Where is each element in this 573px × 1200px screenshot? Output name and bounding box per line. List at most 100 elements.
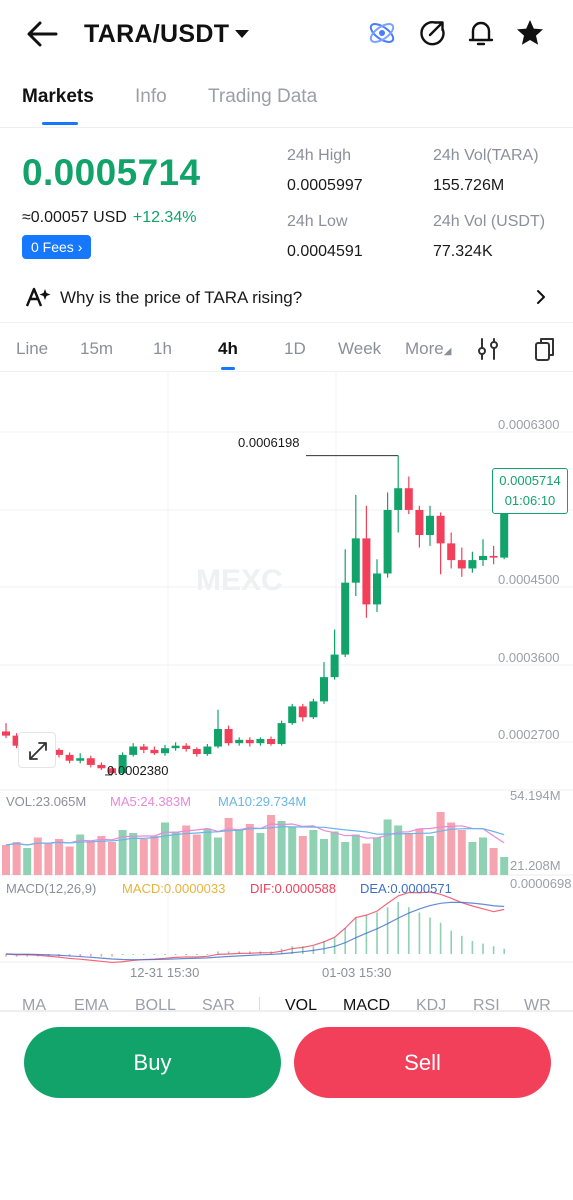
macd-histogram-bar xyxy=(291,946,293,954)
candle-body xyxy=(55,749,63,755)
volume-bar xyxy=(203,828,212,875)
volume-bar xyxy=(192,834,201,875)
landscape-toggle-icon[interactable] xyxy=(532,336,558,362)
y-axis-label: 0.0002700 xyxy=(498,727,560,742)
caret-down-icon[interactable] xyxy=(233,26,251,42)
candle-body xyxy=(182,745,191,750)
macd-histogram-bar xyxy=(365,915,368,954)
macd-histogram-bar xyxy=(206,954,209,955)
volume-bar xyxy=(468,842,477,875)
candle-body xyxy=(118,754,127,774)
vol-ma10-label: MA10:29.734M xyxy=(218,794,307,809)
vol-usdt-label: 24h Vol (USDT) xyxy=(433,213,546,230)
high-marker-label: 0.0006198 xyxy=(238,435,300,450)
expand-chart-button[interactable] xyxy=(18,732,56,768)
sell-button[interactable]: Sell xyxy=(294,1027,551,1098)
star-icon[interactable] xyxy=(514,17,546,49)
macd-histogram-bar xyxy=(68,954,71,957)
indicator-settings-icon[interactable] xyxy=(475,336,501,362)
candlestick-chart-svg: MEXC xyxy=(0,372,573,964)
y-axis-label: 0.0003600 xyxy=(498,650,560,665)
approx-usd-value: ≈0.00057 USD xyxy=(22,209,127,226)
volume-bar xyxy=(277,821,286,875)
macd-histogram-bar xyxy=(196,954,198,955)
volume-bar xyxy=(309,830,318,875)
candle-body xyxy=(2,731,10,736)
volume-bar xyxy=(351,834,360,875)
indicator-sar[interactable]: SAR xyxy=(202,997,235,1012)
indicator-ema[interactable]: EMA xyxy=(74,997,109,1012)
interval-more[interactable]: More◢ xyxy=(405,339,451,359)
volume-bar xyxy=(415,828,424,875)
indicator-rsi[interactable]: RSI xyxy=(473,997,500,1012)
price-chart[interactable]: MEXC 0.0006300 0.0004500 0.0003600 0.000… xyxy=(0,372,573,990)
candle-body xyxy=(394,488,403,510)
interval-4h[interactable]: 4h xyxy=(218,339,238,358)
indicator-ma[interactable]: MA xyxy=(22,997,46,1012)
y-axis-label: 0.0006300 xyxy=(498,417,560,432)
candle-body xyxy=(404,488,413,510)
volume-bar xyxy=(457,830,466,875)
candle-body xyxy=(150,749,159,754)
macd-histogram-bar xyxy=(471,941,474,954)
share-icon[interactable] xyxy=(416,17,448,49)
volume-bar xyxy=(373,837,381,875)
volume-bar xyxy=(426,836,434,875)
interval-line[interactable]: Line xyxy=(16,339,49,358)
y-axis-label: 0.0004500 xyxy=(498,572,560,587)
macd-histogram-bar xyxy=(227,951,230,954)
why-rising-row[interactable]: Why is the price of TARA rising? xyxy=(0,274,573,320)
candle-body xyxy=(383,509,392,574)
candle-body xyxy=(330,654,339,678)
tab-info[interactable]: Info xyxy=(135,86,167,107)
macd-histogram-bar xyxy=(429,917,431,954)
pair-title[interactable]: TARA/USDT xyxy=(84,20,230,48)
volume-bar xyxy=(500,857,509,875)
macd-histogram-bar xyxy=(185,954,187,955)
volume-bar xyxy=(298,836,307,875)
volume-bar xyxy=(44,843,53,875)
macd-dif-line xyxy=(5,891,505,964)
interval-1d[interactable]: 1D xyxy=(284,339,306,358)
macd-histogram-bar xyxy=(408,907,410,954)
macd-histogram-bar xyxy=(5,954,7,957)
macd-histogram-bar xyxy=(323,941,325,954)
macd-histogram-bar xyxy=(217,951,219,954)
macd-value-label: MACD:0.0000033 xyxy=(122,881,226,896)
tab-active-indicator xyxy=(42,122,78,125)
macd-histogram-bar xyxy=(100,954,103,957)
bell-icon[interactable] xyxy=(465,17,497,49)
ai-atom-icon[interactable] xyxy=(366,17,398,49)
candle-body xyxy=(426,515,434,536)
candle-body xyxy=(97,764,106,769)
header: TARA/USDT xyxy=(0,0,573,68)
tab-markets[interactable]: Markets xyxy=(22,86,94,107)
low-marker-label: 0.0002380 xyxy=(107,763,169,778)
volume-bar xyxy=(341,842,350,875)
fees-badge[interactable]: 0 Fees › xyxy=(22,235,92,259)
indicator-wr[interactable]: WR xyxy=(524,997,551,1012)
macd-histogram-bar xyxy=(461,935,463,954)
interval-1h[interactable]: 1h xyxy=(153,339,172,358)
interval-week[interactable]: Week xyxy=(338,339,382,358)
interval-15m[interactable]: 15m xyxy=(80,339,114,358)
dea-value-label: DEA:0.0000571 xyxy=(360,881,452,896)
tab-trading-data[interactable]: Trading Data xyxy=(208,86,318,107)
chevron-right-icon xyxy=(537,290,545,304)
macd-histogram-bar xyxy=(376,912,378,954)
volume-bar xyxy=(436,812,445,875)
macd-dea-line xyxy=(5,901,505,961)
indicator-kdj[interactable]: KDJ xyxy=(416,997,447,1012)
indicator-boll[interactable]: BOLL xyxy=(135,997,176,1012)
interval-bar: Line 15m 1h 4h 1D Week More◢ xyxy=(0,322,573,372)
indicator-tabs: MA EMA BOLL SAR VOL MACD KDJ RSI WR xyxy=(0,992,573,1012)
vol-tara-value: 155.726M xyxy=(433,177,505,194)
indicator-vol[interactable]: VOL xyxy=(285,997,318,1012)
volume-bar xyxy=(404,833,413,875)
buy-button[interactable]: Buy xyxy=(24,1027,281,1098)
indicator-divider xyxy=(259,997,260,1011)
candle-body xyxy=(320,677,328,702)
macd-histogram-bar xyxy=(492,946,495,954)
back-arrow-icon[interactable] xyxy=(24,18,60,50)
indicator-macd[interactable]: MACD xyxy=(343,997,391,1012)
